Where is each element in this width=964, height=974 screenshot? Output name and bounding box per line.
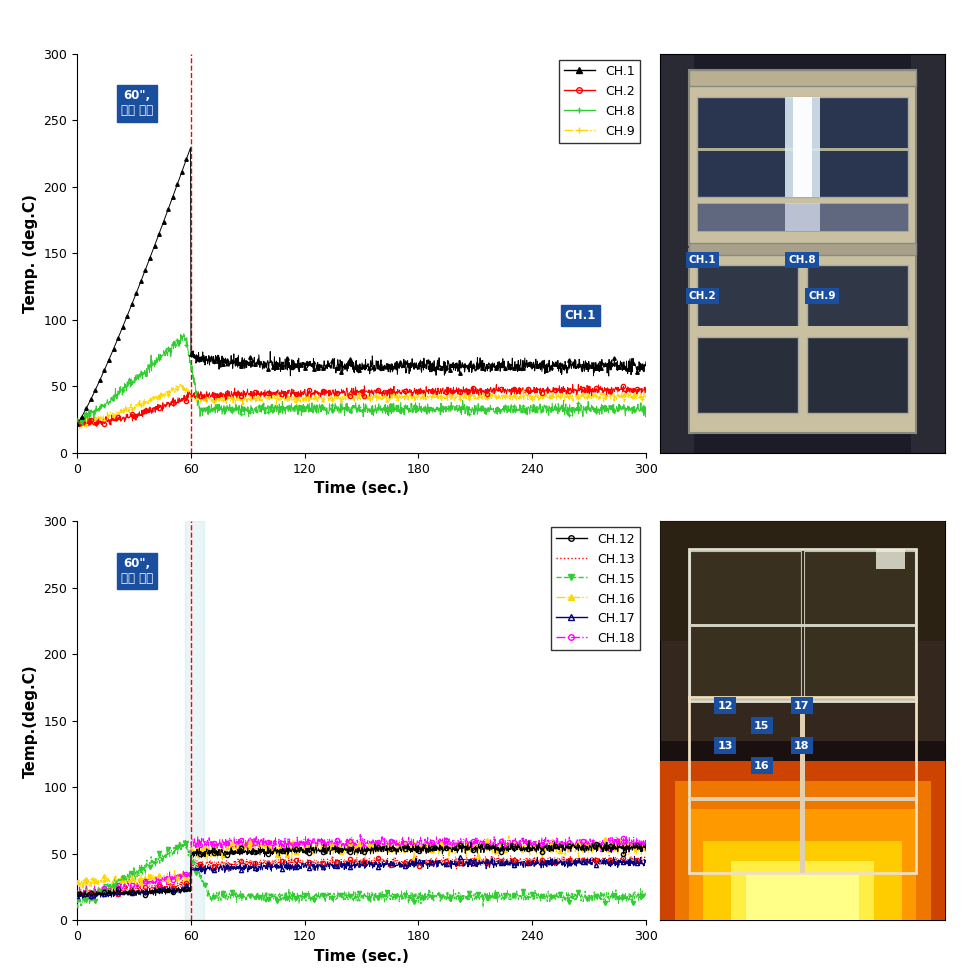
Bar (801, 97, 804, 198)
Bar (690, 797, 915, 801)
Bar (688, 69, 916, 245)
Text: 12: 12 (717, 700, 733, 711)
Bar (688, 808, 916, 920)
Legend: CH.12, CH.13, CH.15, CH.16, CH.17, CH.18: CH.12, CH.13, CH.15, CH.16, CH.17, CH.18 (550, 527, 640, 651)
Bar (688, 696, 916, 873)
Bar (786, 97, 819, 198)
Y-axis label: Temp. (deg.C): Temp. (deg.C) (23, 194, 38, 313)
Bar (697, 204, 908, 231)
Bar (697, 265, 798, 329)
Text: 60",
살수 시작: 60", 살수 시작 (120, 557, 153, 585)
Text: 17: 17 (794, 700, 810, 711)
Bar (703, 841, 902, 920)
Bar (697, 326, 908, 335)
Y-axis label: Temp.(deg.C): Temp.(deg.C) (23, 664, 38, 777)
Bar (804, 551, 915, 698)
Bar (800, 257, 805, 421)
Text: CH.2: CH.2 (688, 291, 716, 301)
X-axis label: Time (sec.): Time (sec.) (314, 949, 409, 963)
Bar (800, 696, 805, 873)
Text: CH.9: CH.9 (808, 291, 836, 301)
Bar (697, 337, 798, 413)
Bar (807, 265, 908, 329)
Bar (792, 97, 813, 198)
Bar (807, 337, 908, 413)
Bar (697, 97, 908, 198)
Bar (697, 148, 908, 151)
Bar (185, 521, 204, 920)
Bar (660, 54, 694, 453)
Bar (746, 873, 860, 920)
Bar (876, 549, 905, 569)
Text: 18: 18 (794, 740, 810, 751)
Text: 16: 16 (754, 761, 770, 770)
Bar (690, 623, 915, 627)
Bar (660, 761, 945, 920)
Bar (688, 549, 916, 701)
Text: 13: 13 (717, 740, 733, 751)
Text: CH.8: CH.8 (789, 255, 816, 265)
Bar (911, 54, 945, 453)
Text: 60",
살수 시작: 60", 살수 시작 (120, 90, 153, 118)
Bar (690, 551, 801, 698)
Bar (688, 249, 916, 432)
Bar (660, 521, 945, 641)
Text: CH.1: CH.1 (688, 255, 716, 265)
Legend: CH.1, CH.2, CH.8, CH.9: CH.1, CH.2, CH.8, CH.9 (558, 59, 640, 143)
Text: CH.1: CH.1 (565, 309, 596, 321)
Bar (688, 244, 916, 255)
Text: 15: 15 (754, 721, 769, 730)
Bar (660, 521, 945, 740)
Bar (675, 781, 930, 920)
Bar (732, 861, 873, 920)
X-axis label: Time (sec.): Time (sec.) (314, 481, 409, 496)
Bar (786, 204, 819, 231)
Bar (688, 69, 916, 86)
